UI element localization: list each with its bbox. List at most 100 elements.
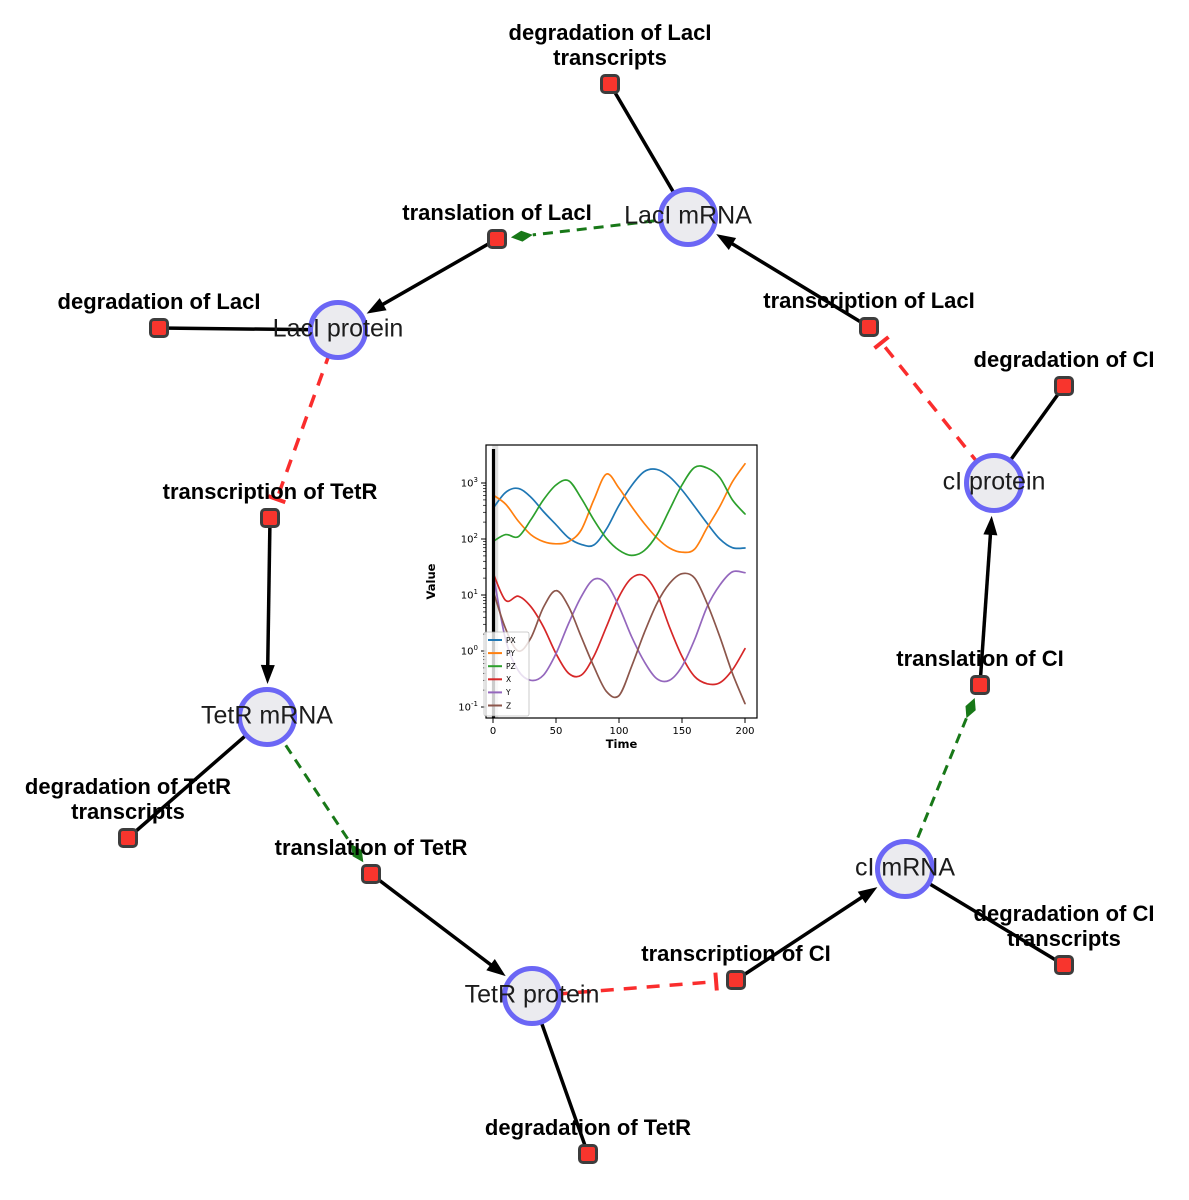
reaction-label-line: degradation of LacI <box>57 288 261 314</box>
edge-translation-laci-laci-protein <box>366 237 498 314</box>
reaction-label-deg-laci-transcripts: degradation of LacI transcripts <box>509 20 712 70</box>
reaction-label-line: degradation of TetR <box>484 1114 692 1140</box>
reaction-label-deg-ci: degradation of CI <box>974 347 1155 372</box>
product-edge-line <box>379 237 498 308</box>
reaction-label-deg-tetr: degradation of TetR <box>485 1115 691 1140</box>
reaction-node-translation-laci <box>487 229 507 249</box>
legend-label-PZ: PZ <box>506 662 516 671</box>
reaction-node-deg-tetr <box>578 1144 598 1164</box>
product-edge-line <box>735 894 865 982</box>
reaction-node-deg-ci <box>1054 376 1074 396</box>
tbar-inhibitor-icon <box>873 335 890 350</box>
reaction-label-line: degradation of TetR <box>24 773 232 799</box>
y-axis-label: Value <box>425 563 438 599</box>
species-label-laci-protein: LacI protein <box>272 314 404 343</box>
species-node-ci-protein <box>964 453 1024 513</box>
reaction-label-transcription-tetr: transcription of TetR <box>163 479 378 504</box>
y-tick-label: 10-1 <box>458 700 478 714</box>
tbar-inhibitor-icon <box>713 972 719 991</box>
edge-ci-mrna-translation-ci <box>903 698 976 870</box>
y-tick-label: 102 <box>461 532 478 546</box>
reaction-label-line: transcripts <box>553 44 667 70</box>
reaction-label-line: degradation of CI <box>973 900 1155 926</box>
y-tick-label: 100 <box>461 644 478 658</box>
legend-label-PY: PY <box>506 649 515 658</box>
reaction-label-line: transcription of CI <box>641 940 831 966</box>
arrowhead-icon <box>260 664 275 684</box>
legend-label-Z: Z <box>506 701 511 710</box>
species-label-tetr-mrna: TetR mRNA <box>201 701 333 730</box>
tbar-inhibitor-icon <box>267 494 286 505</box>
reaction-node-deg-laci <box>149 318 169 338</box>
series-line-PX <box>492 468 746 550</box>
inset-timeseries-chart: 0 50 100 150 20010-1100101102103TimeValuePXP… <box>425 444 758 751</box>
reaction-label-deg-ci-transcripts: degradation of CI transcripts <box>974 901 1155 951</box>
series-curves <box>492 462 746 705</box>
species-node-tetr-protein <box>502 966 562 1026</box>
chart-legend: PX PY PZ XYZ <box>483 631 530 717</box>
species-node-laci-mrna <box>658 187 718 247</box>
legend-label-PX: PX <box>506 636 516 645</box>
edge-translation-ci-ci-protein <box>978 515 998 686</box>
edge-transcription-ci-ci-mrna <box>735 887 878 982</box>
x-tick-label: 100 <box>609 726 628 737</box>
reaction-node-deg-tetr-transcripts <box>118 828 138 848</box>
reaction-node-transcription-tetr <box>260 508 280 528</box>
series-line-X <box>492 571 746 686</box>
reaction-label-transcription-ci: transcription of CI <box>641 941 830 966</box>
edge-transcription-tetr-tetr-mrna <box>260 517 275 684</box>
reaction-label-translation-laci: translation of LacI <box>402 200 591 225</box>
species-label-ci-mrna: cI mRNA <box>855 853 955 882</box>
reaction-label-line: translation of LacI <box>402 199 592 225</box>
x-axis-label: Time <box>606 737 638 751</box>
reaction-node-deg-ci-transcripts <box>1054 955 1074 975</box>
x-tick-label: 0 <box>490 726 496 737</box>
arrowhead-icon <box>486 959 506 977</box>
arrowhead-icon <box>983 515 998 536</box>
reaction-label-deg-tetr-transcripts: degradation of TetR transcripts <box>25 774 231 824</box>
arrowhead-icon <box>857 887 878 904</box>
reaction-node-translation-ci <box>970 675 990 695</box>
reactant-edge-line <box>904 867 1065 967</box>
species-node-tetr-mrna <box>237 687 297 747</box>
arrowhead-icon <box>716 234 737 250</box>
series-line-PY <box>492 462 746 554</box>
reaction-label-line: translation of TetR <box>274 834 468 860</box>
reaction-label-line: transcription of LacI <box>763 287 975 313</box>
series-line-Z <box>492 572 746 705</box>
reaction-node-deg-laci-transcripts <box>600 74 620 94</box>
series-line-Y <box>492 570 746 683</box>
reaction-label-line: transcripts <box>71 798 185 824</box>
x-tick-label: 200 <box>735 726 754 737</box>
species-label-laci-mrna: LacI mRNA <box>624 201 752 230</box>
edge-transcription-laci-laci-mrna <box>716 234 870 329</box>
reaction-label-deg-laci: degradation of LacI <box>58 289 261 314</box>
species-node-ci-mrna <box>875 839 935 899</box>
x-tick-label: 50 <box>550 726 563 737</box>
reaction-label-line: degradation of CI <box>973 346 1155 372</box>
diamond-arrowhead-icon <box>965 698 976 719</box>
product-edge-line <box>265 517 272 669</box>
arrowhead-icon <box>366 298 387 314</box>
x-tick-label: 150 <box>672 726 691 737</box>
axes-frame <box>485 444 758 719</box>
edge-translation-tetr-tetr-protein <box>369 872 506 977</box>
product-edge-line <box>728 240 870 329</box>
legend-label-X: X <box>506 675 511 684</box>
reaction-label-line: transcription of TetR <box>162 478 378 504</box>
reaction-label-line: translation of CI <box>896 645 1064 671</box>
reaction-node-translation-tetr <box>361 864 381 884</box>
species-node-laci-protein <box>308 300 368 360</box>
legend-label-Y: Y <box>505 688 511 697</box>
diamond-arrowhead-icon <box>510 230 533 242</box>
reaction-node-transcription-laci <box>859 317 879 337</box>
reaction-label-translation-ci: translation of CI <box>896 646 1063 671</box>
series-line-PZ <box>492 465 746 557</box>
reaction-label-transcription-laci: transcription of LacI <box>763 288 974 313</box>
reaction-label-line: transcripts <box>1007 925 1121 951</box>
y-tick-label: 101 <box>461 588 478 602</box>
reaction-label-line: degradation of LacI <box>508 19 712 45</box>
species-label-ci-protein: cI protein <box>942 467 1046 496</box>
reaction-label-translation-tetr: translation of TetR <box>275 835 468 860</box>
